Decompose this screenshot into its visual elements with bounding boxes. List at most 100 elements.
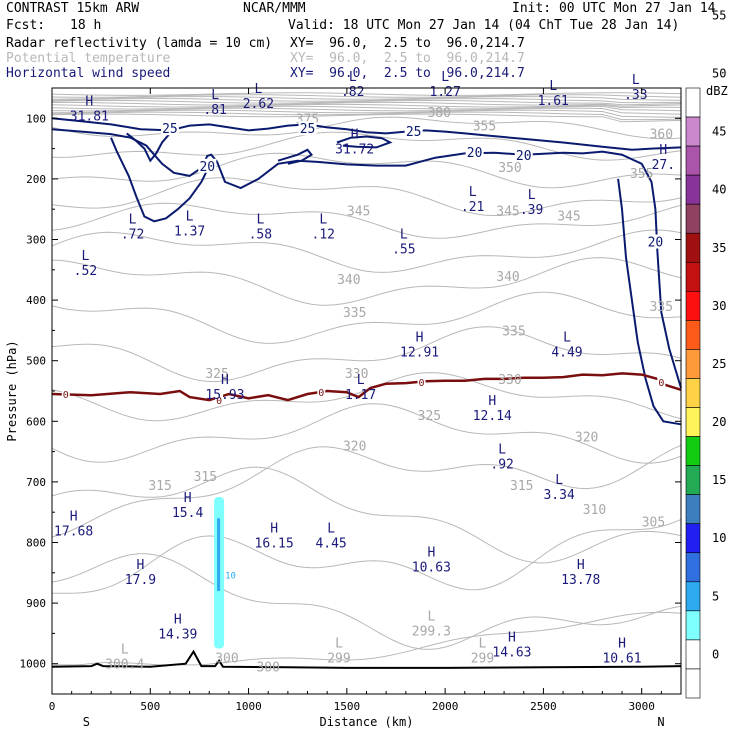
theta-contour-label: 325 — [205, 367, 228, 382]
theta-contour-strat — [51, 111, 682, 121]
zero-label-bg — [657, 375, 666, 387]
wind-extremum-value: 16.15 — [255, 537, 294, 552]
colorbar-box — [685, 232, 701, 263]
wind-extremum-kind: H — [659, 143, 667, 158]
wind-extremum-value: .82 — [341, 85, 364, 100]
zero-contour-label: 0 — [419, 378, 425, 389]
zero-label-bg — [61, 388, 70, 400]
theta-contour — [51, 116, 682, 140]
fcst-label: Fcst: — [6, 18, 46, 33]
theta-contour-label: 345 — [496, 204, 519, 219]
theta-contour-strat — [51, 113, 682, 123]
colorbar-box — [685, 494, 701, 525]
theta-contour-label: 330 — [345, 367, 368, 382]
colorbar-label: 0 — [712, 647, 719, 661]
wind-contour-label: 25 — [406, 125, 422, 140]
wind-extremum-kind: L — [357, 373, 365, 388]
wind-extremum-value: 10.61 — [602, 652, 641, 667]
theta-contour — [51, 291, 682, 344]
theta-contour — [51, 518, 682, 594]
theta-contour-label: 315 — [510, 479, 533, 494]
wind-label-bg — [160, 121, 179, 136]
theta-contour-strat — [51, 107, 682, 115]
reflectivity-core — [217, 518, 221, 591]
theta-contour — [51, 444, 682, 538]
reflectivity-core-label: 10 — [225, 571, 236, 581]
theta-extremum-kind: L — [335, 637, 343, 652]
wind-extremum-value: 15.93 — [205, 388, 244, 403]
theta-contour-label: 355 — [473, 120, 496, 135]
x-tick-label: 1000 — [235, 700, 262, 713]
wind-extremum-value: 1.37 — [174, 224, 205, 239]
colorbar-label: 55 — [712, 8, 726, 22]
field-name-wind: Horizontal wind speed — [6, 66, 171, 81]
theta-contour — [51, 553, 682, 650]
colorbar-label: 15 — [712, 473, 726, 487]
theta-contour-label: 355 — [630, 167, 653, 182]
colorbar-label: 10 — [712, 531, 726, 545]
theta-contour-label: 300 — [256, 661, 279, 676]
wind-extremum-kind: L — [327, 522, 335, 537]
zero-contour-label: 0 — [318, 388, 324, 399]
wind-extremum-kind: L — [319, 212, 327, 227]
wind-extremum-value: .33 — [624, 88, 647, 103]
theta-contour — [51, 152, 682, 189]
wind-contour-label: 20 — [199, 160, 215, 175]
x-tick-label: 500 — [140, 700, 160, 713]
wind-extremum-kind: L — [82, 249, 90, 264]
theta-contour-strat — [51, 97, 682, 104]
reflectivity-column — [214, 497, 225, 649]
theta-extremum-kind: L — [121, 643, 129, 658]
theta-contour-label: 300 — [215, 652, 238, 667]
theta-contour — [51, 403, 682, 464]
theta-contour-label: 320 — [343, 440, 366, 455]
wind-extremum-kind: L — [632, 73, 640, 88]
wind-extremum-value: 12.14 — [473, 409, 512, 424]
y-tick-label: 600 — [26, 415, 46, 428]
wind-extremum-kind: L — [549, 79, 557, 94]
theta-contours — [51, 92, 682, 666]
theta-contour-label: 345 — [347, 204, 370, 219]
colorbar-box — [685, 291, 701, 321]
wind-label-bg — [198, 158, 217, 173]
theta-contour-label: 340 — [496, 270, 519, 285]
wind-extremum-value: 3.34 — [543, 488, 574, 503]
y-tick-label: 100 — [26, 112, 46, 125]
wind-extremum-value: .72 — [121, 227, 144, 242]
theta-contour-label: 360 — [650, 127, 673, 142]
colorbar-box — [685, 378, 701, 408]
theta-extremum-value: 299.3 — [412, 624, 451, 639]
colorbar-label: 40 — [712, 183, 726, 197]
wind-contour — [336, 135, 393, 149]
colorbar-box — [685, 261, 701, 292]
y-tick-label: 400 — [26, 294, 46, 307]
zero-wind-contour: 0 0 0 0 0 — [51, 372, 682, 407]
header: CONTRAST 15km ARW NCAR/MMM Init: 00 UTC … — [0, 0, 740, 90]
theta-contour-label: 315 — [148, 479, 171, 494]
wind-extremum-kind: H — [508, 631, 516, 646]
x-tick-label: 2000 — [432, 700, 459, 713]
wind-extremum-kind: L — [211, 88, 219, 103]
wind-extremum-kind: H — [184, 491, 192, 506]
wind-extremum-value: 12.91 — [400, 346, 439, 361]
theta-contour-label: 350 — [498, 161, 521, 176]
colorbar-box — [685, 87, 701, 118]
colorbar-box — [685, 610, 701, 641]
wind-contour-label: 25 — [162, 122, 178, 137]
theta-contour-label: 335 — [502, 324, 525, 339]
colorbar-label: 20 — [712, 415, 726, 429]
theta-contour-label: 320 — [575, 430, 598, 445]
wind-extremum-value: .81 — [203, 103, 226, 118]
terrain-profile — [51, 649, 682, 669]
wind-extremum-kind: L — [256, 212, 264, 227]
theta-extremum-kind: L — [479, 637, 487, 652]
wind-extremum-value: 4.45 — [315, 537, 346, 552]
wind-label-bg — [404, 124, 423, 139]
terrain-line — [51, 649, 682, 669]
zero-label-bg — [215, 394, 224, 406]
theta-contour-label: 340 — [337, 273, 360, 288]
wind-contour-label: 25 — [300, 122, 316, 137]
colorbar-box — [685, 465, 701, 495]
